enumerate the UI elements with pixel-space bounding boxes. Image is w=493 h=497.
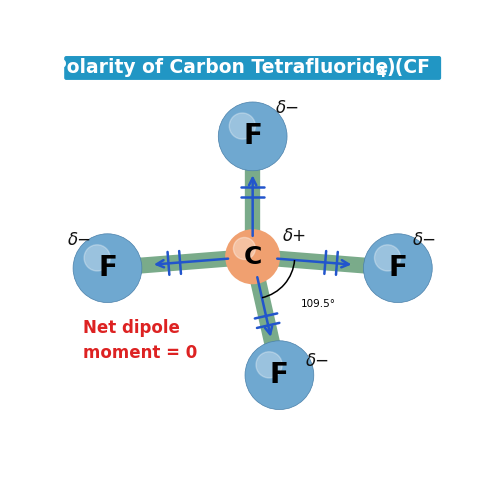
Text: ): ) (386, 59, 394, 78)
Text: Net dipole
moment = 0: Net dipole moment = 0 (83, 319, 197, 362)
Circle shape (256, 352, 282, 378)
Text: δ−: δ− (276, 99, 300, 117)
Text: F: F (270, 361, 289, 389)
Circle shape (218, 102, 287, 171)
Circle shape (84, 245, 110, 271)
Circle shape (363, 234, 432, 303)
Circle shape (245, 341, 314, 410)
Text: δ−: δ− (306, 352, 330, 370)
Circle shape (233, 238, 255, 259)
Circle shape (229, 113, 255, 139)
Text: δ+: δ+ (283, 227, 307, 245)
Circle shape (73, 234, 142, 303)
Text: 109.5°: 109.5° (301, 299, 336, 309)
Text: δ−: δ− (68, 231, 92, 248)
Text: δ−: δ− (413, 231, 437, 248)
Text: Polarity of Carbon Tetrafluoride (CF: Polarity of Carbon Tetrafluoride (CF (53, 59, 430, 78)
Text: F: F (243, 122, 262, 151)
Text: 4: 4 (377, 66, 386, 80)
Circle shape (225, 229, 280, 284)
Circle shape (375, 245, 401, 271)
Text: F: F (388, 254, 407, 282)
Text: C: C (244, 245, 262, 269)
Text: F: F (98, 254, 117, 282)
FancyBboxPatch shape (63, 55, 442, 81)
